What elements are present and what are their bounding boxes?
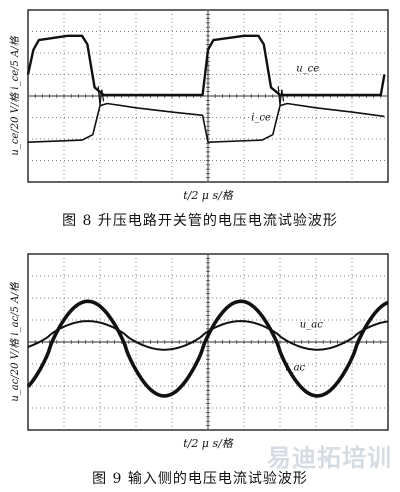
y-axis-label: u_ce/20 V/格 i_ce/5 A/格	[9, 35, 21, 155]
chart-fig9: t/2 μ s/格 u_ac/20 V/格 i_ac/5 A/格 u_ac i_ac	[9, 253, 389, 450]
figure-8: t/2 μ s/格 u_ce/20 V/格 i_ce/5 A/格 u_ce i_ce …	[0, 0, 400, 240]
watermark-logo: 易迪拓培训	[267, 444, 392, 472]
x-axis-label: t/2 μ s/格	[183, 189, 234, 202]
caption-fig9: 图 9 输入侧的电压电流试验波形	[92, 471, 308, 487]
annotation-u-ac: u_ac	[300, 320, 323, 331]
switching-ringing	[97, 86, 105, 106]
series-i-ac	[27, 320, 389, 351]
annotation-u-ce: u_ce	[296, 63, 319, 74]
chart-fig8: t/2 μ s/格 u_ce/20 V/格 i_ce/5 A/格 u_ce i_ce	[9, 9, 389, 202]
annotation-i-ac: i_ac	[285, 363, 305, 374]
series-i-ce	[27, 102, 385, 143]
figure-9: t/2 μ s/格 u_ac/20 V/格 i_ac/5 A/格 u_ac i_ac …	[0, 244, 400, 492]
caption-fig8: 图 8 升压电路开关管的电压电流试验波形	[62, 213, 338, 229]
series-u-ce	[26, 34, 386, 97]
y-axis-label: u_ac/20 V/格 i_ac/5 A/格	[9, 281, 21, 401]
x-axis-label: t/2 μ s/格	[183, 437, 234, 450]
switching-ringing	[277, 86, 285, 106]
series-u-ac	[26, 299, 389, 398]
annotation-i-ce: i_ce	[251, 113, 271, 124]
